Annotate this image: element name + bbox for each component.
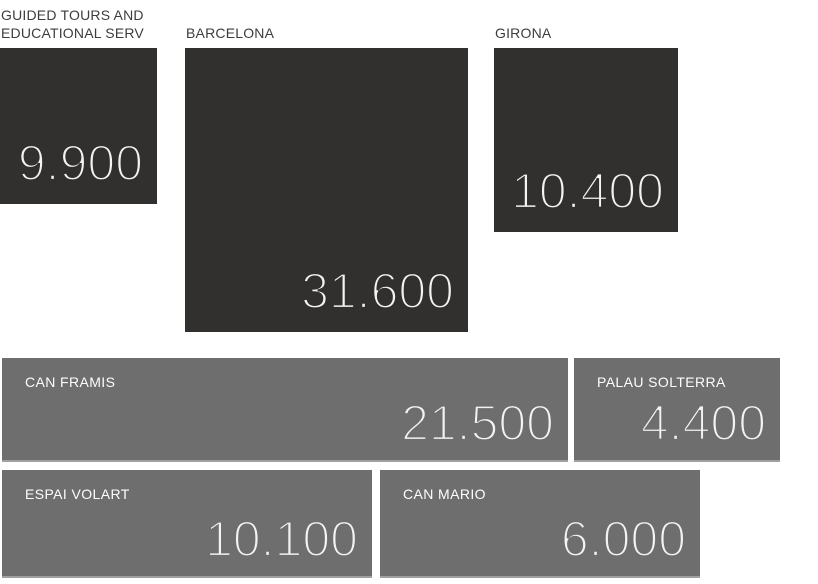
tile-label-line: GIRONA — [495, 25, 552, 41]
tile-label: GUIDED TOURS AND EDUCATIONAL SERV — [1, 6, 144, 42]
tile-label: PALAU SOLTERRA — [597, 374, 726, 390]
tile-label: GIRONA — [495, 24, 551, 42]
tile-label: CAN MARIO — [403, 486, 486, 502]
tile-value: 10.400 — [510, 163, 665, 219]
tile-value: 31.600 — [300, 263, 455, 319]
tile-label-line: EDUCATIONAL SERV — [1, 25, 144, 41]
treemap-tile-can-framis[interactable]: 21.500 CAN FRAMIS — [2, 358, 568, 462]
tile-label: ESPAI VOLART — [25, 486, 130, 502]
tile-label: CAN FRAMIS — [25, 374, 116, 390]
treemap-tile-guided-tours[interactable]: 9.900 — [0, 48, 157, 204]
treemap-tile-barcelona[interactable]: 31.600 — [185, 48, 468, 332]
tile-value: 4.400 — [640, 395, 767, 451]
treemap-tile-espai-volart[interactable]: 10.100 ESPAI VOLART — [2, 470, 372, 578]
tile-label-line: BARCELONA — [186, 25, 275, 41]
treemap-tile-palau-solterra[interactable]: 4.400 PALAU SOLTERRA — [574, 358, 780, 462]
tile-value: 6.000 — [560, 511, 687, 567]
treemap-tile-can-mario[interactable]: 6.000 CAN MARIO — [380, 470, 700, 578]
tile-value: 21.500 — [400, 395, 555, 451]
tile-label-line: GUIDED TOURS AND — [1, 7, 144, 23]
tile-label: BARCELONA — [186, 24, 274, 42]
tile-value: 9.900 — [17, 135, 144, 191]
treemap-tile-girona[interactable]: 10.400 — [494, 48, 678, 232]
tile-value: 10.100 — [204, 511, 359, 567]
